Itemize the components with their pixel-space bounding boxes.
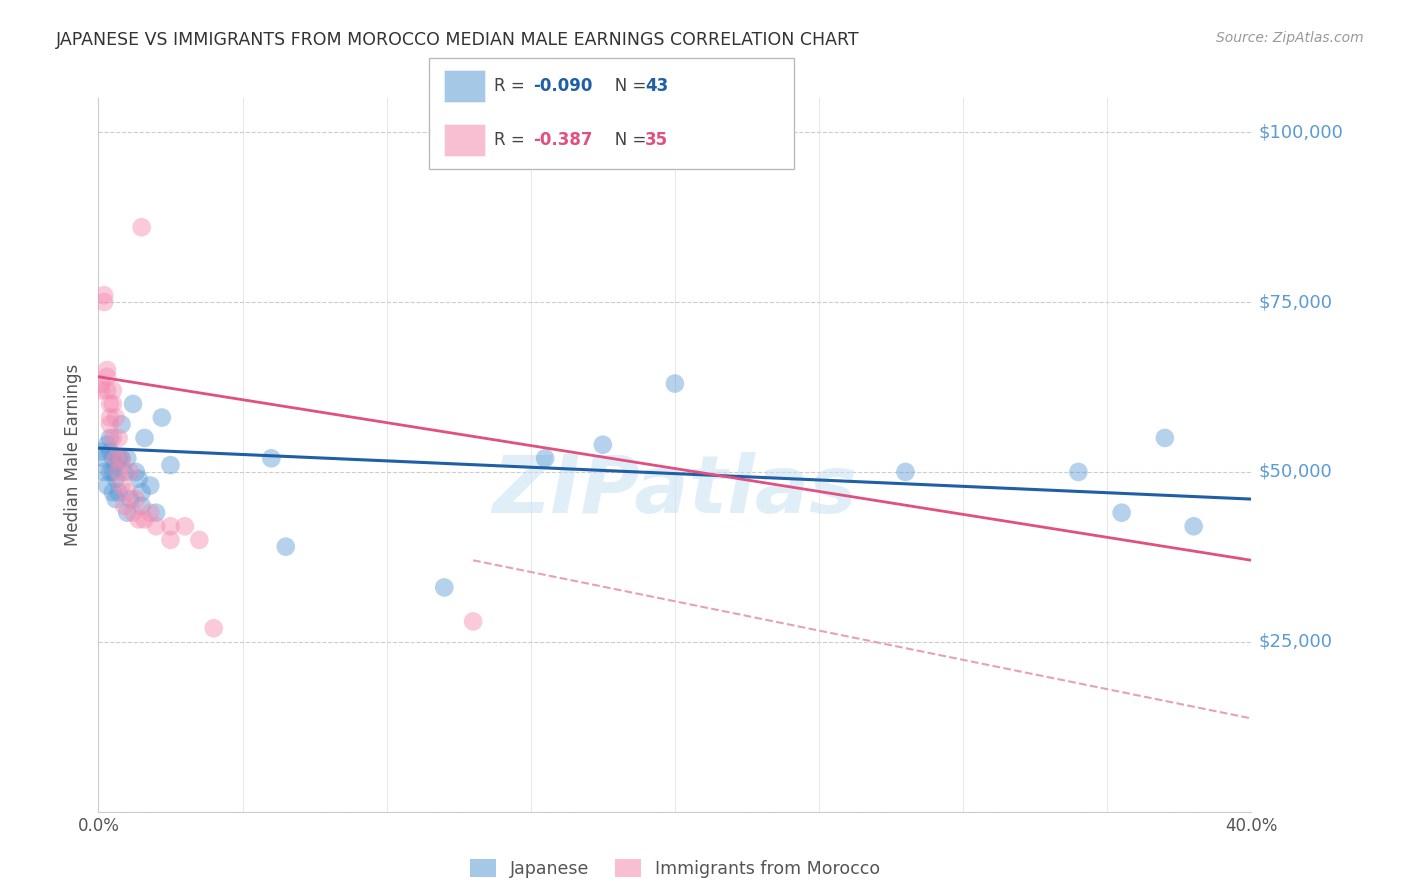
Point	[592, 438, 614, 452]
Point	[101, 431, 124, 445]
Point	[112, 465, 135, 479]
Point	[90, 444, 112, 458]
Point	[107, 485, 129, 500]
Point	[131, 485, 153, 500]
Point	[117, 506, 138, 520]
Point	[274, 540, 297, 554]
Point	[145, 519, 167, 533]
Point	[107, 465, 129, 479]
Point	[96, 369, 118, 384]
Text: 35: 35	[645, 131, 668, 149]
Point	[1111, 506, 1133, 520]
Point	[93, 288, 115, 302]
Text: -0.090: -0.090	[533, 77, 592, 95]
Point	[125, 492, 148, 507]
Point	[159, 458, 181, 472]
Point	[107, 431, 129, 445]
Point	[1067, 465, 1090, 479]
Text: Source: ZipAtlas.com: Source: ZipAtlas.com	[1216, 31, 1364, 45]
Point	[134, 512, 156, 526]
Y-axis label: Median Male Earnings: Median Male Earnings	[65, 364, 83, 546]
Point	[112, 499, 135, 513]
Point	[110, 451, 132, 466]
Point	[131, 499, 153, 513]
Text: $75,000: $75,000	[1258, 293, 1333, 311]
Point	[101, 384, 124, 398]
Point	[159, 519, 181, 533]
Text: $25,000: $25,000	[1258, 632, 1333, 651]
Point	[101, 397, 124, 411]
Point	[188, 533, 211, 547]
Point	[664, 376, 686, 391]
Point	[96, 363, 118, 377]
Point	[122, 397, 145, 411]
Point	[104, 451, 127, 466]
Point	[202, 621, 225, 635]
Point	[117, 485, 138, 500]
Point	[101, 485, 124, 500]
Point	[174, 519, 197, 533]
Point	[260, 451, 283, 466]
Point	[96, 438, 118, 452]
Point	[120, 465, 142, 479]
Point	[120, 492, 142, 507]
Point	[98, 444, 121, 458]
Text: JAPANESE VS IMMIGRANTS FROM MOROCCO MEDIAN MALE EARNINGS CORRELATION CHART: JAPANESE VS IMMIGRANTS FROM MOROCCO MEDI…	[56, 31, 860, 49]
Point	[131, 220, 153, 235]
Point	[117, 451, 138, 466]
Text: R =: R =	[494, 131, 530, 149]
Point	[1182, 519, 1205, 533]
Point	[1153, 431, 1175, 445]
Legend: Japanese, Immigrants from Morocco: Japanese, Immigrants from Morocco	[463, 853, 887, 885]
Point	[122, 506, 145, 520]
Point	[93, 465, 115, 479]
Point	[104, 492, 127, 507]
Point	[110, 451, 132, 466]
Point	[104, 472, 127, 486]
Point	[104, 410, 127, 425]
Point	[104, 458, 127, 472]
Point	[110, 417, 132, 432]
Point	[134, 431, 156, 445]
Point	[98, 397, 121, 411]
Text: N =: N =	[599, 131, 651, 149]
Text: ZIPatlas: ZIPatlas	[492, 451, 858, 530]
Point	[125, 465, 148, 479]
Text: -0.387: -0.387	[533, 131, 592, 149]
Point	[139, 478, 162, 492]
Point	[534, 451, 557, 466]
Point	[433, 581, 456, 595]
Point	[98, 465, 121, 479]
Point	[90, 384, 112, 398]
Point	[96, 384, 118, 398]
Point	[128, 472, 150, 486]
Point	[98, 410, 121, 425]
Point	[128, 512, 150, 526]
Text: $50,000: $50,000	[1258, 463, 1331, 481]
Point	[107, 451, 129, 466]
Point	[101, 451, 124, 466]
Point	[98, 417, 121, 432]
Point	[98, 431, 121, 445]
Point	[461, 615, 484, 629]
Point	[96, 478, 118, 492]
Text: N =: N =	[599, 77, 651, 95]
Text: $100,000: $100,000	[1258, 123, 1343, 141]
Point	[145, 506, 167, 520]
Point	[90, 376, 112, 391]
Text: R =: R =	[494, 77, 530, 95]
Point	[101, 465, 124, 479]
Point	[894, 465, 917, 479]
Point	[93, 295, 115, 310]
Point	[139, 506, 162, 520]
Point	[93, 451, 115, 466]
Text: 43: 43	[645, 77, 669, 95]
Point	[110, 478, 132, 492]
Point	[150, 410, 173, 425]
Point	[159, 533, 181, 547]
